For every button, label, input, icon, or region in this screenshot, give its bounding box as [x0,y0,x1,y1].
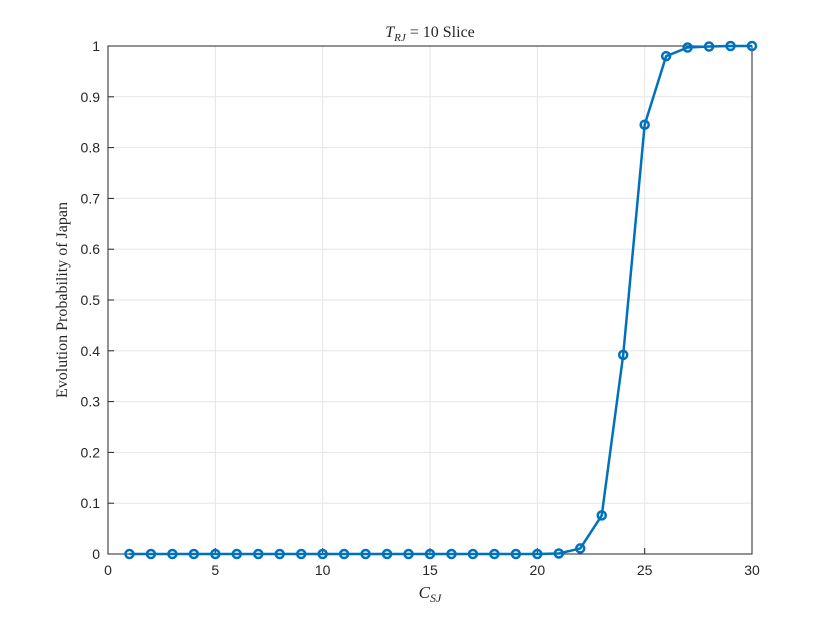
title-subscript: RJ [393,32,407,44]
data-point [274,548,285,560]
x-label-subscript: SJ [430,591,442,605]
x-tick-label: 20 [530,562,546,578]
data-point [381,548,393,560]
data-point [295,548,307,560]
data-point [575,543,586,554]
title-text: = 10 Slice [410,24,475,41]
data-point [467,548,479,560]
data-point [489,548,500,560]
data-point [360,548,371,560]
x-tick-label: 30 [744,562,760,578]
data-point [532,548,543,560]
y-tick-label: 1 [92,38,100,54]
data-point [403,548,414,560]
data-point [231,548,243,560]
data-point [338,548,350,560]
data-point [188,548,200,560]
data-point [317,548,328,560]
data-point [424,548,436,560]
data-point [167,548,178,560]
y-tick-label: 0.7 [81,190,101,206]
x-tick-label: 5 [211,562,219,578]
x-tick-label: 10 [315,562,331,578]
data-point [210,548,221,560]
data-point [725,40,736,52]
x-axis-label: CSJ [419,583,442,605]
data-point [145,548,157,560]
y-tick-label: 0.2 [81,444,101,460]
y-tick-label: 0 [92,546,100,562]
y-tick-label: 0.4 [81,343,101,359]
y-tick-label: 0.8 [81,140,101,156]
data-point [682,42,693,53]
data-point [596,510,607,521]
data-point [446,548,457,560]
data-point [617,349,629,361]
x-label-symbol: C [419,583,431,602]
x-tick-label: 0 [104,562,112,578]
x-tick-label: 15 [422,562,438,578]
data-point [660,50,672,62]
chart-title: TRJ = 10 Slice [385,24,475,44]
y-tick-label: 0.6 [81,241,101,257]
data-point [553,548,565,559]
data-point [124,548,135,560]
x-tick-label: 25 [637,562,653,578]
y-tick-label: 0.9 [81,89,101,105]
data-point [703,41,715,52]
y-tick-label: 0.3 [81,394,101,410]
y-tick-label: 0.5 [81,292,101,308]
data-point [639,119,650,130]
data-point [746,40,758,52]
title-symbol: T [385,24,395,41]
data-point [510,548,522,560]
data-point [253,548,264,560]
y-axis-label: Evolution Probability of Japan [54,202,71,398]
y-tick-label: 0.1 [81,495,101,511]
